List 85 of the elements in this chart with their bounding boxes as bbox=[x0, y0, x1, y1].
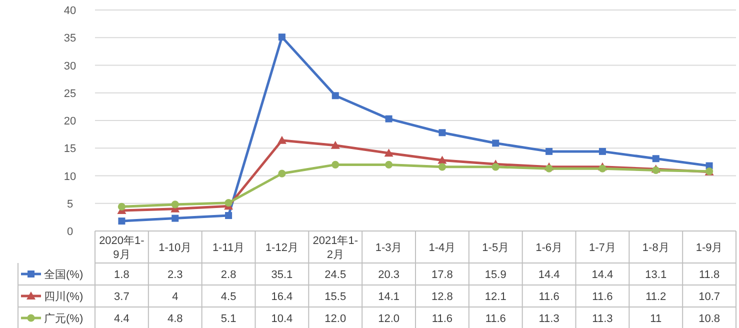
x-tick-label: 1-8月 bbox=[642, 242, 670, 254]
data-label: 11.6 bbox=[485, 313, 506, 325]
data-label: 10.8 bbox=[698, 313, 720, 325]
legend-label: 全国(%) bbox=[44, 269, 84, 281]
x-tick-label: 1-7月 bbox=[589, 242, 616, 254]
data-label: 17.8 bbox=[431, 269, 453, 281]
x-tick-label: 1-5月 bbox=[482, 242, 510, 254]
point bbox=[652, 155, 660, 162]
data-label: 35.1 bbox=[271, 269, 293, 281]
point bbox=[545, 164, 553, 172]
point bbox=[118, 202, 126, 210]
point bbox=[492, 163, 500, 171]
data-label: 11.6 bbox=[432, 313, 453, 325]
y-tick-label: 15 bbox=[64, 143, 76, 156]
y-tick-label: 40 bbox=[64, 5, 76, 17]
data-label: 12.0 bbox=[324, 313, 346, 325]
x-tick-label: 2021年1-2月 bbox=[312, 235, 358, 261]
data-label: 15.5 bbox=[324, 291, 346, 303]
data-label: 10.4 bbox=[271, 313, 293, 325]
x-tick-label: 1-4月 bbox=[428, 242, 456, 254]
legend-label: 四川(%) bbox=[44, 290, 84, 303]
data-label: 12.0 bbox=[378, 313, 400, 325]
data-label: 12.1 bbox=[484, 291, 506, 303]
point bbox=[171, 200, 179, 208]
data-label: 11 bbox=[650, 313, 662, 325]
data-label: 11.6 bbox=[538, 291, 560, 303]
data-label: 16.4 bbox=[271, 291, 293, 303]
point bbox=[384, 148, 394, 157]
point bbox=[278, 170, 286, 178]
y-tick-label: 35 bbox=[64, 32, 76, 45]
x-tick-label: 1-9月 bbox=[696, 242, 723, 254]
point bbox=[438, 129, 446, 136]
data-label: 14.4 bbox=[538, 269, 560, 281]
data-label: 4.4 bbox=[114, 313, 130, 325]
point bbox=[277, 136, 286, 144]
data-label: 20.3 bbox=[378, 269, 400, 281]
point bbox=[438, 156, 447, 164]
point bbox=[385, 115, 392, 122]
point bbox=[330, 140, 340, 149]
point bbox=[598, 148, 606, 155]
y-tick-label: 20 bbox=[64, 116, 76, 128]
x-tick-label: 1-12月 bbox=[265, 242, 298, 254]
point bbox=[332, 92, 339, 100]
data-label: 11.2 bbox=[646, 291, 666, 303]
y-tick-label: 25 bbox=[64, 88, 76, 100]
x-tick-label: 1-3月 bbox=[375, 242, 402, 254]
data-label: 11.8 bbox=[698, 269, 720, 281]
point bbox=[225, 212, 232, 220]
point bbox=[438, 163, 446, 171]
point bbox=[492, 140, 500, 147]
data-label: 10.7 bbox=[698, 291, 720, 303]
y-tick-label: 10 bbox=[64, 170, 76, 183]
point bbox=[118, 218, 126, 225]
data-label: 4.8 bbox=[167, 313, 183, 325]
point bbox=[278, 34, 286, 41]
point bbox=[332, 160, 340, 168]
data-label: 4 bbox=[172, 291, 178, 303]
data-label: 11.3 bbox=[538, 313, 560, 325]
data-label: 1.8 bbox=[114, 269, 130, 281]
x-tick-label: 1-11月 bbox=[212, 242, 245, 254]
x-tick-label: 2020年1-9月 bbox=[99, 235, 145, 261]
point bbox=[224, 199, 232, 207]
data-label: 24.5 bbox=[324, 269, 346, 281]
data-label: 2.3 bbox=[167, 269, 183, 281]
data-label: 11.3 bbox=[592, 313, 613, 325]
data-label: 14.4 bbox=[592, 269, 614, 281]
point bbox=[546, 148, 553, 155]
data-label: 14.1 bbox=[378, 291, 400, 303]
data-label: 5.1 bbox=[220, 313, 236, 325]
data-label: 12.8 bbox=[431, 291, 453, 303]
x-tick-label: 1-10月 bbox=[158, 242, 192, 254]
legend-label: 广元(%) bbox=[44, 312, 84, 325]
point bbox=[384, 160, 393, 168]
y-tick-label: 0 bbox=[66, 226, 74, 238]
point bbox=[172, 214, 179, 222]
y-tick-label: 30 bbox=[64, 60, 76, 72]
data-label: 11.6 bbox=[592, 291, 613, 303]
data-label: 4.5 bbox=[220, 291, 236, 303]
x-tick-label: 1-6月 bbox=[536, 242, 562, 254]
y-tick-label: 5 bbox=[66, 198, 74, 210]
data-label: 3.7 bbox=[114, 291, 130, 303]
data-label: 13.1 bbox=[645, 269, 667, 281]
point bbox=[598, 164, 606, 172]
data-label: 15.9 bbox=[484, 269, 506, 281]
data-label: 2.8 bbox=[220, 269, 236, 281]
